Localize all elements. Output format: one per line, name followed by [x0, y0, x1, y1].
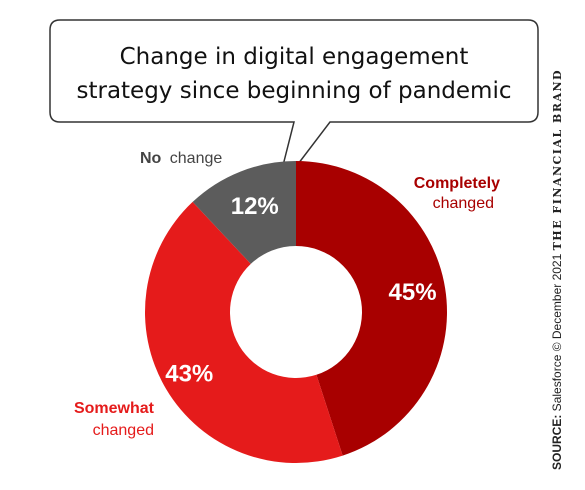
category-label-no-change: No change	[140, 150, 222, 167]
brand-name: THE FINANCIAL BRAND	[551, 68, 564, 251]
category-label-completely: Completely	[414, 175, 500, 192]
source-credit: SOURCE: Salesforce © December 2021 THE F…	[548, 50, 567, 470]
slice-value-label-completely: 45%	[389, 279, 437, 306]
donut-slice-completely	[296, 161, 447, 456]
category-label-somewhat-rest: changed	[93, 422, 154, 439]
slice-value-label-somewhat: 43%	[165, 360, 213, 387]
category-label-no-rest: change	[170, 150, 223, 167]
donut-slice-somewhat	[145, 201, 343, 463]
category-label-somewhat: Somewhat	[74, 400, 155, 417]
source-text: Salesforce © December 2021	[550, 253, 564, 412]
chart-title-line-2: strategy since beginning of pandemic	[76, 78, 511, 104]
title-bubble	[49, 19, 539, 194]
chart-title-line-1: Change in digital engagement	[120, 44, 469, 70]
category-label-completely-rest: changed	[433, 195, 494, 212]
slice-value-label-no: 12%	[231, 193, 279, 220]
category-label-somewhat-bold: Somewhat	[74, 400, 155, 417]
category-label-no-bold: No	[140, 150, 162, 167]
donut-slice-no	[192, 161, 296, 264]
category-label-completely-bold: Completely	[414, 175, 500, 192]
source-label: SOURCE:	[550, 414, 564, 470]
